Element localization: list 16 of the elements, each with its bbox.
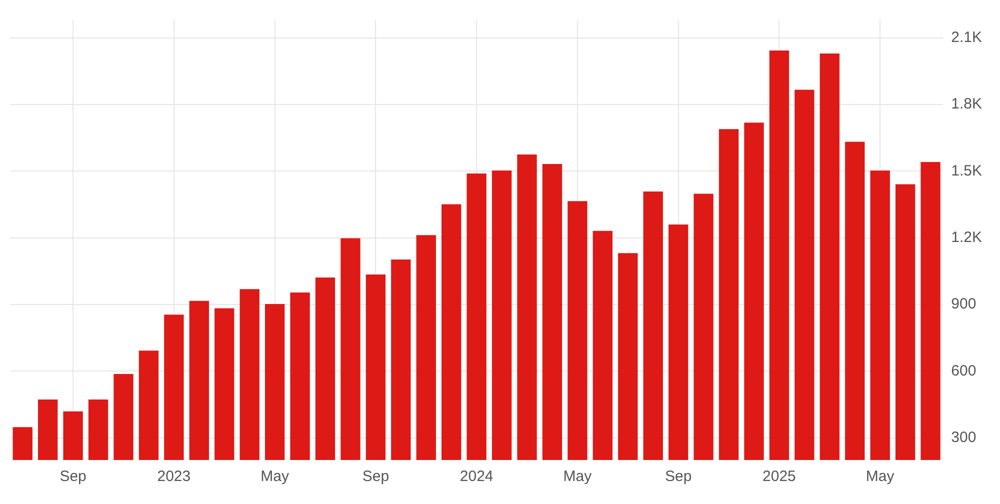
y-tick-label: 300 [951,428,976,446]
y-tick-label: 600 [951,362,976,380]
y-tick-label: 1.2K [951,228,982,246]
y-tick-label: 2.1K [951,28,982,46]
x-tick-label: May [563,468,592,486]
y-tick-label: 1.5K [951,162,982,180]
x-tick-label: Sep [664,468,692,486]
x-tick-label: May [260,468,290,486]
x-tick-label: 2024 [460,468,494,486]
y-tick-label: 900 [951,296,976,313]
y-tick-label: 1.8K [951,96,982,113]
x-tick-label: May [866,468,895,486]
x-tick-label: 2025 [762,468,796,486]
x-tick-label: 2023 [157,468,191,486]
x-tick-label: Sep [60,468,86,486]
x-tick-label: Sep [362,468,390,486]
